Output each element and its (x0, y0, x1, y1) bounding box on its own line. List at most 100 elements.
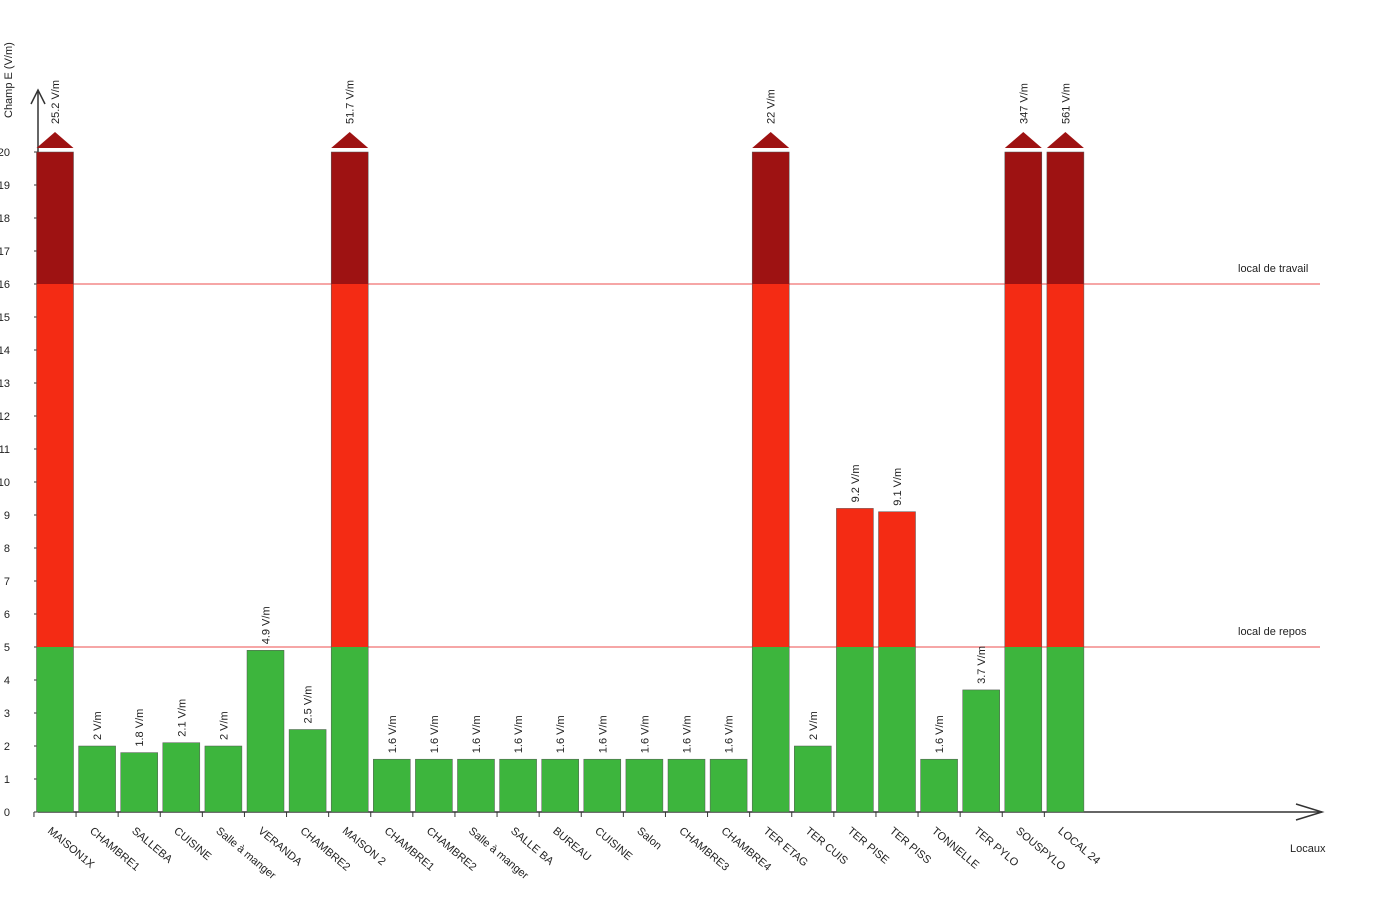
bar-segment (878, 511, 916, 647)
value-label: 9.1 V/m (892, 468, 904, 506)
value-label: 1.6 V/m (471, 715, 483, 753)
value-label: 561 V/m (1060, 83, 1072, 124)
bar-segment (120, 752, 158, 812)
bar-segment (162, 742, 200, 812)
x-tick-label: TER PISS (887, 825, 933, 866)
x-tick-label: Salon (634, 825, 663, 852)
y-tick-label: 14 (0, 345, 10, 357)
bar-segment (247, 650, 284, 812)
bar-segment (1004, 647, 1042, 812)
bar-segment (752, 152, 790, 284)
value-label: 1.6 V/m (555, 715, 567, 753)
bar-outline (794, 745, 832, 813)
bar-segment (36, 284, 74, 647)
bar-segment (204, 746, 242, 812)
bar-segment (331, 284, 369, 647)
value-label: 347 V/m (1018, 83, 1030, 124)
bar-outline (962, 689, 1000, 813)
value-label: 2 V/m (808, 711, 820, 740)
value-label: 2.1 V/m (176, 699, 188, 737)
value-label: 1.6 V/m (934, 715, 946, 753)
bar-segment (625, 759, 663, 812)
bar-segment (752, 647, 790, 812)
y-tick-label: 6 (4, 609, 10, 621)
y-tick-label: 2 (4, 741, 10, 753)
bar-segment (836, 508, 874, 647)
bar-outline (373, 758, 411, 813)
bar-outline (78, 745, 116, 813)
y-tick-label: 5 (4, 642, 10, 654)
bar-outline (625, 758, 664, 813)
value-label: 1.6 V/m (724, 715, 736, 753)
bar-segment (794, 746, 832, 812)
bar-outline (1046, 151, 1085, 813)
bar-segment (1004, 152, 1042, 284)
x-tick-label: TER PISE (845, 825, 891, 866)
bar-outline (836, 508, 874, 813)
bar-segment (36, 647, 74, 812)
bar-segment (836, 647, 874, 812)
y-tick-label: 10 (0, 477, 10, 489)
bar-segment (331, 152, 369, 284)
value-label: 1.6 V/m (429, 715, 441, 753)
y-tick-label: 12 (0, 411, 10, 423)
bar-segment (289, 729, 327, 812)
value-label: 51.7 V/m (345, 80, 357, 124)
y-tick-label: 13 (0, 378, 10, 390)
y-tick-label: 17 (0, 246, 10, 258)
overflow-arrow (752, 132, 790, 148)
bar-segment (583, 759, 621, 812)
y-tick-label: 0 (4, 807, 10, 819)
value-label: 1.6 V/m (513, 715, 525, 753)
value-label: 2 V/m (92, 711, 104, 740)
value-label: 1.8 V/m (134, 709, 146, 747)
bar-outline (457, 758, 495, 813)
bar-segment (78, 746, 116, 812)
x-tick-label: CUISINE (171, 825, 213, 863)
bar-segment (1046, 284, 1084, 647)
x-tick-label: BUREAU (550, 825, 593, 864)
bar-segment (541, 759, 579, 812)
bar-outline (667, 758, 706, 813)
bar-segment (1046, 152, 1084, 284)
value-label: 9.2 V/m (850, 464, 862, 502)
y-tick-label: 20 (0, 147, 10, 159)
bar-outline (204, 745, 243, 813)
bar-segment (752, 284, 790, 647)
bar-segment (1004, 284, 1042, 647)
bar-outline (878, 511, 916, 813)
x-tick-label: TER CUIS (803, 825, 850, 867)
bar-outline (330, 151, 369, 813)
value-label: 1.6 V/m (682, 715, 694, 753)
reference-label: local de repos (1238, 626, 1307, 638)
y-tick-label: 7 (4, 576, 10, 588)
value-label: 2.5 V/m (303, 686, 315, 724)
x-tick-label: CUISINE (592, 825, 634, 863)
value-label: 1.6 V/m (639, 715, 651, 753)
bar-segment (36, 152, 74, 284)
bar-outline (751, 151, 790, 813)
x-axis-label: Locaux (1290, 843, 1326, 855)
bar-outline (415, 758, 453, 813)
reference-label: local de travail (1238, 263, 1308, 275)
y-tick-label: 18 (0, 213, 10, 225)
overflow-arrow (331, 132, 369, 148)
bar-outline (288, 729, 327, 813)
value-label: 4.9 V/m (261, 606, 273, 644)
bar-outline (36, 151, 74, 813)
bar-segment (920, 759, 958, 812)
value-label: 1.6 V/m (597, 715, 609, 753)
bar-segment (331, 647, 369, 812)
overflow-arrow (36, 132, 74, 148)
bar-outline (1004, 151, 1043, 813)
value-label: 2 V/m (218, 711, 230, 740)
y-tick-label: 15 (0, 312, 10, 324)
overflow-arrow (1046, 132, 1084, 148)
y-axis-label: Champ E (V/m) (3, 42, 15, 118)
y-tick-label: 4 (4, 675, 10, 687)
y-tick-label: 19 (0, 180, 10, 192)
overflow-arrow (1004, 132, 1042, 148)
bar-outline (246, 650, 285, 813)
value-label: 3.7 V/m (976, 646, 988, 684)
bar-segment (962, 689, 1000, 812)
